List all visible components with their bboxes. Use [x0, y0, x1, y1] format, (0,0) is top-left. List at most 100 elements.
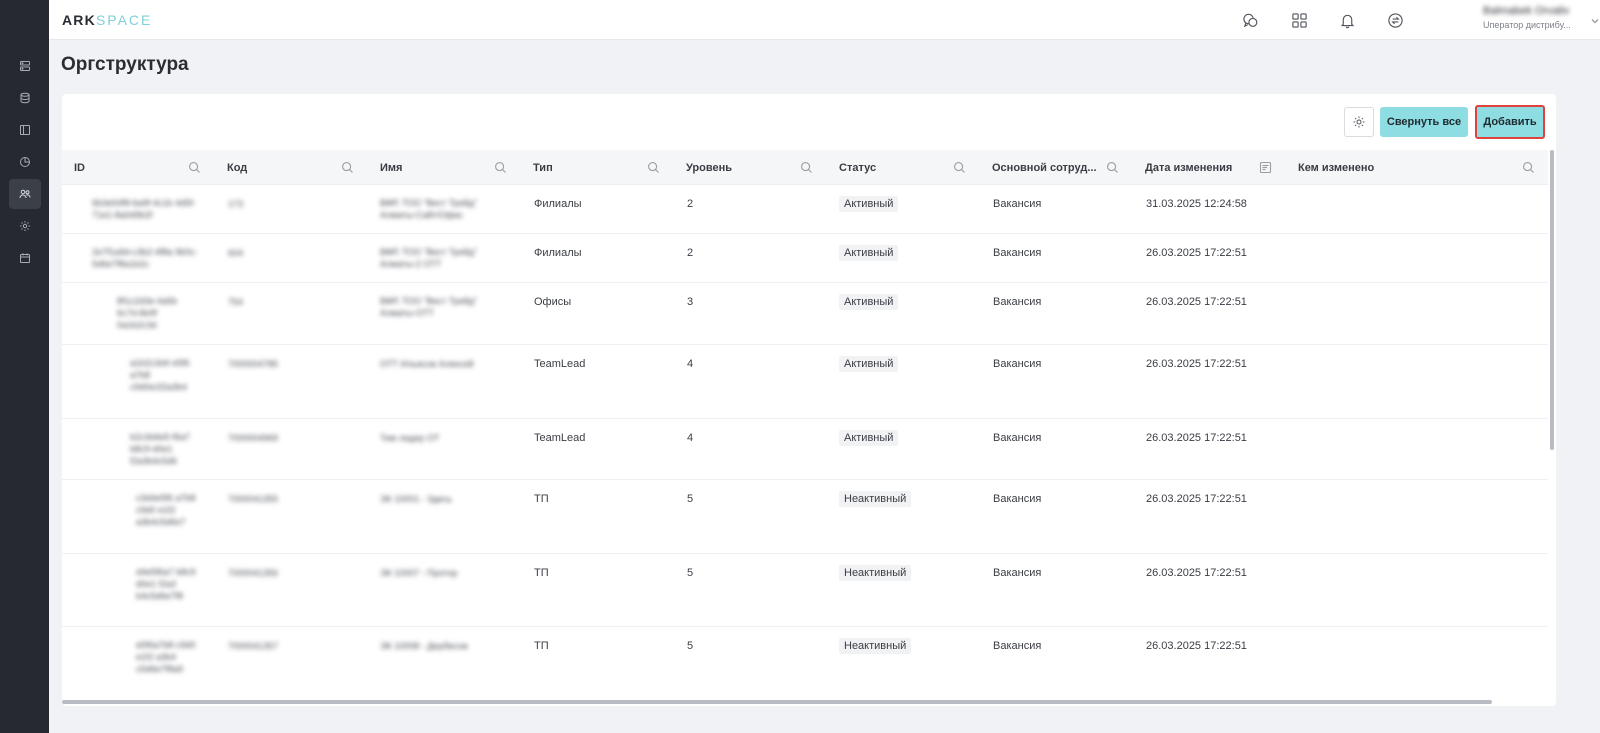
cell-code: 7000041355: [228, 494, 279, 504]
cell-status: Неактивный: [839, 491, 912, 507]
user-role: Uператор дистрибу...: [1483, 20, 1571, 30]
app-logo[interactable]: ARKSPACE: [62, 12, 153, 28]
top-bar: ARKSPACE Balmabek Orvaliv Uператор дистр…: [49, 0, 1600, 40]
search-icon[interactable]: [953, 161, 966, 174]
column-header-date-modified[interactable]: Дата изменения: [1133, 150, 1286, 185]
search-icon[interactable]: [341, 161, 354, 174]
table-row[interactable]: 6b3e54f8-6a9f-4c1b 4d5f-71e1-8a0d9b2f 17…: [62, 185, 1548, 234]
cell-type: ТП: [534, 493, 549, 505]
column-header-name[interactable]: Имя: [368, 150, 521, 185]
search-icon[interactable]: [1522, 161, 1535, 174]
user-name: Balmabek Orvaliv: [1483, 5, 1570, 17]
users-icon[interactable]: [9, 179, 41, 209]
cell-id: c3d4e5f6 a7b8 c9d0 e1f2 a3b4c5d6e7: [136, 493, 196, 527]
cell-main-employee: Вакансия: [993, 198, 1042, 210]
database-icon[interactable]: [9, 83, 41, 113]
horizontal-scrollbar[interactable]: [62, 700, 1548, 705]
cell-type: TeamLead: [534, 432, 586, 444]
chart-pie-icon[interactable]: [9, 147, 41, 177]
cell-date-modified: 26.03.2025 17:22:51: [1146, 247, 1247, 259]
status-badge: Неактивный: [839, 565, 912, 581]
cell-id: b2c3d4e5-f6a7 b8c9-d0e1 f2a3b4c5d6: [130, 432, 191, 466]
column-header-status[interactable]: Статус: [827, 150, 980, 185]
column-header-main-employee[interactable]: Основной сотруд...: [980, 150, 1133, 185]
table-row[interactable]: 2e7f1a9d-c3b2-4f8a 9b0c-5d6e7f8a1b2c 604…: [62, 234, 1548, 283]
search-icon[interactable]: [188, 161, 201, 174]
sidebar: [0, 0, 49, 733]
collapse-all-button[interactable]: Свернуть все: [1380, 107, 1468, 137]
calendar-icon[interactable]: [9, 243, 41, 273]
cell-id: 2e7f1a9d-c3b2-4f8a 9b0c-5d6e7f8a1b2c: [92, 247, 198, 269]
layout-icon[interactable]: [9, 115, 41, 145]
table-row[interactable]: 8f1c2d3e-4a5b 6c7d-8e9f 0a1b2c3d 754 ВФР…: [62, 283, 1548, 345]
cell-main-employee: Вакансия: [993, 567, 1042, 579]
table-row[interactable]: a1b2c3d4 e5f6 a7b8 c9d0e1f2a3b4 70000047…: [62, 345, 1548, 419]
cell-date-modified: 26.03.2025 17:22:51: [1146, 640, 1247, 652]
cell-type: Офисы: [534, 296, 572, 308]
cell-main-employee: Вакансия: [993, 296, 1042, 308]
cell-main-employee: Вакансия: [993, 432, 1042, 444]
server-icon[interactable]: [9, 51, 41, 81]
cell-status: Активный: [839, 430, 899, 446]
cell-code: 7000004785: [228, 359, 279, 369]
gear-icon[interactable]: [9, 211, 41, 241]
table-row[interactable]: e5f6a7b8 c9d0 e1f2 a3b4 c5d6e7f8a9 70000…: [62, 627, 1548, 700]
status-badge: Неактивный: [839, 491, 912, 507]
search-icon[interactable]: [800, 161, 813, 174]
table-row[interactable]: d4e5f6a7 b8c9 d0e1 f2a3 b4c5d6e7f8 70000…: [62, 554, 1548, 627]
search-icon[interactable]: [647, 161, 660, 174]
column-header-code[interactable]: Код: [215, 150, 368, 185]
exchange-icon[interactable]: [1385, 10, 1405, 30]
cell-name: Тим лидер ОТ: [380, 433, 440, 443]
cell-name: ОТТ Ильясов Алексей: [380, 359, 474, 369]
cell-name: ЭК 10008 - Дербесов: [380, 641, 468, 651]
table-row[interactable]: b2c3d4e5-f6a7 b8c9-d0e1 f2a3b4c5d6 70000…: [62, 419, 1548, 480]
cell-code: 173: [228, 199, 244, 209]
cell-level: 2: [687, 247, 694, 259]
table-row[interactable]: c3d4e5f6 a7b8 c9d0 e1f2 a3b4c5d6e7 70000…: [62, 480, 1548, 554]
filter-list-icon[interactable]: [1259, 161, 1272, 174]
table-settings-button[interactable]: [1344, 107, 1374, 137]
cell-id: 6b3e54f8-6a9f-4c1b 4d5f-71e1-8a0d9b2f: [92, 198, 196, 220]
cell-date-modified: 26.03.2025 17:22:51: [1146, 567, 1247, 579]
cell-code: 7000004969: [228, 433, 279, 443]
status-badge: Активный: [839, 430, 899, 446]
cell-name: ЭК 10007 - Протор: [380, 568, 458, 578]
user-menu[interactable]: Balmabek Orvaliv Uператор дистрибу...: [1483, 5, 1593, 30]
column-header-type[interactable]: Тип: [521, 150, 674, 185]
cell-main-employee: Вакансия: [993, 493, 1042, 505]
status-badge: Активный: [839, 356, 899, 372]
cell-main-employee: Вакансия: [993, 247, 1042, 259]
cell-name: ЭК 10001 - Здесь: [380, 494, 453, 504]
cell-date-modified: 31.03.2025 12:24:58: [1146, 198, 1247, 210]
search-icon[interactable]: [1106, 161, 1119, 174]
add-button[interactable]: Добавить: [1475, 105, 1545, 139]
chat-icon[interactable]: [1240, 10, 1260, 30]
cell-id: d4e5f6a7 b8c9 d0e1 f2a3 b4c5d6e7f8: [136, 567, 196, 601]
search-icon[interactable]: [494, 161, 507, 174]
cell-level: 2: [687, 198, 694, 210]
cell-code: 754: [228, 297, 244, 307]
cell-status: Активный: [839, 356, 899, 372]
cell-code: 7000041357: [228, 641, 279, 651]
cell-date-modified: 26.03.2025 17:22:51: [1146, 493, 1247, 505]
cell-type: TeamLead: [534, 358, 586, 370]
cell-level: 5: [687, 640, 694, 652]
apps-grid-icon[interactable]: [1289, 10, 1309, 30]
cell-status: Активный: [839, 294, 899, 310]
bell-icon[interactable]: [1337, 10, 1357, 30]
vertical-scrollbar-thumb[interactable]: [1550, 150, 1554, 450]
chevron-down-icon[interactable]: [1589, 15, 1600, 27]
column-header-modified-by[interactable]: Кем изменено: [1286, 150, 1548, 185]
vertical-scrollbar[interactable]: [1549, 150, 1555, 702]
cell-id: e5f6a7b8 c9d0 e1f2 a3b4 c5d6e7f8a9: [136, 640, 196, 674]
cell-type: Филиалы: [534, 198, 582, 210]
cell-status: Активный: [839, 245, 899, 261]
column-header-id[interactable]: ID: [62, 150, 215, 185]
table-header: ID Код Имя Тип Уровень Статус Основной с…: [62, 150, 1548, 185]
column-header-level[interactable]: Уровень: [674, 150, 827, 185]
horizontal-scrollbar-thumb[interactable]: [62, 700, 1492, 704]
cell-id: a1b2c3d4 e5f6 a7b8 c9d0e1f2a3b4: [130, 358, 190, 392]
cell-name: ВФР, ТОО "Вест Трейд" Алматы-ОТТ: [380, 296, 478, 318]
cell-date-modified: 26.03.2025 17:22:51: [1146, 432, 1247, 444]
